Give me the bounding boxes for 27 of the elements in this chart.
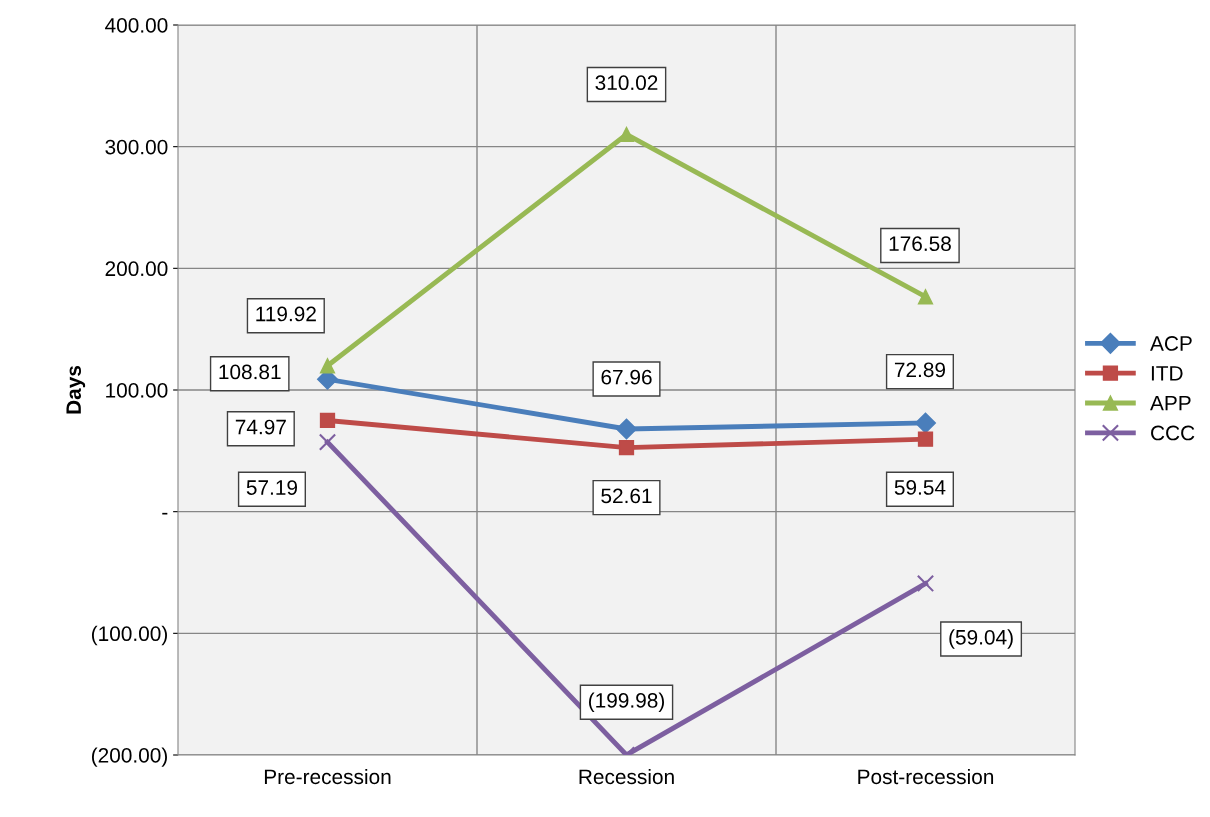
y-tick-label: -: [162, 512, 168, 515]
data-label: (59.04): [949, 629, 1013, 649]
legend-label: APP: [1150, 395, 1191, 411]
data-label: 108.81: [219, 364, 281, 380]
data-label: 119.92: [256, 306, 316, 322]
data-label: 72.89: [894, 362, 946, 378]
x-tick-label: Post-recession: [858, 768, 994, 785]
y-tick-label: (200.00): [91, 747, 167, 767]
data-label: 310.02: [595, 75, 658, 91]
x-tick-label: Pre-recession: [264, 768, 391, 785]
data-label: 67.96: [601, 369, 652, 385]
data-label: 74.97: [235, 419, 286, 435]
data-label: (199.98): [589, 692, 665, 712]
y-tick-label: 100.00: [106, 383, 168, 398]
legend-label: ACP: [1150, 336, 1192, 351]
data-label: 59.54: [894, 480, 946, 495]
y-tick-label: 200.00: [105, 261, 168, 277]
y-axis-title: Days: [66, 365, 86, 414]
y-tick-label: 400.00: [105, 18, 168, 33]
y-tick-label: 300.00: [105, 139, 168, 155]
data-label: 57.19: [246, 480, 298, 495]
y-tick-label: (100.00): [91, 625, 167, 646]
legend-label: ITD: [1151, 366, 1183, 381]
x-tick-label: Recession: [579, 768, 674, 785]
data-label: 176.58: [889, 236, 951, 252]
data-label: 52.61: [601, 488, 652, 504]
legend-label: CCC: [1151, 425, 1195, 441]
